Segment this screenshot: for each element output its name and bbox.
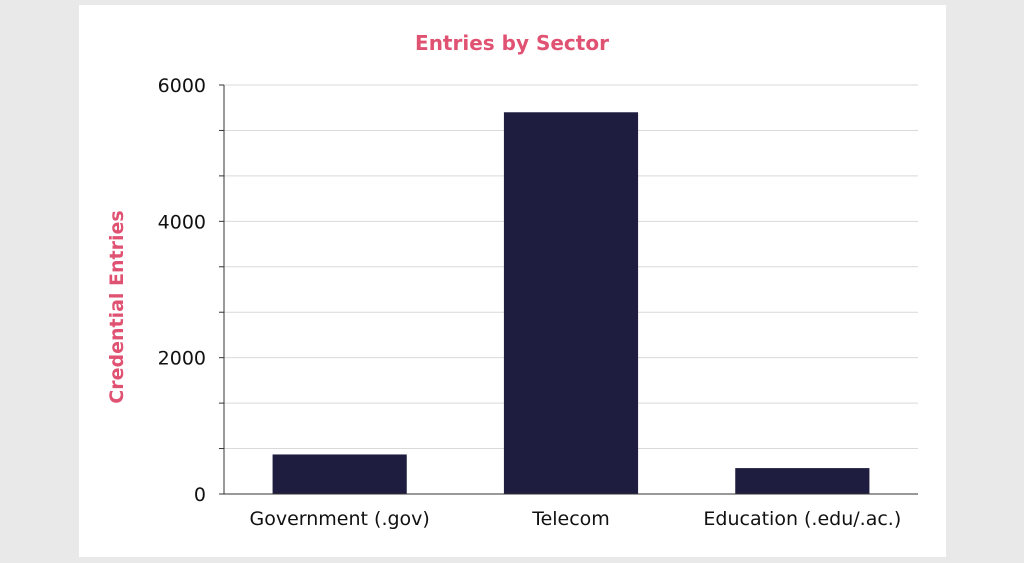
- chart-title: Entries by Sector: [415, 31, 609, 55]
- bar-telecom: [503, 112, 639, 495]
- bars: [272, 112, 870, 495]
- chart-card: Entries by Sector Credential Entries 0 20…: [79, 5, 946, 557]
- y-tick-label: 6000: [158, 75, 206, 97]
- bar-education-edu-ac: [735, 468, 870, 494]
- bar-chart: Entries by Sector Credential Entries 0 20…: [106, 31, 918, 530]
- y-tick-label: 0: [194, 484, 206, 506]
- axes: [219, 84, 918, 495]
- x-category-label: Government (.gov): [250, 508, 430, 530]
- bar-government-gov: [272, 454, 407, 494]
- x-category-label: Telecom: [531, 508, 610, 530]
- y-axis-label: Credential Entries: [106, 210, 128, 403]
- x-category-label: Education (.edu/.ac.): [703, 508, 901, 530]
- x-tick-labels: Government (.gov) Telecom Education (.edu/…: [250, 508, 902, 530]
- y-tick-labels: 0 2000 4000 6000: [158, 75, 206, 506]
- y-tick-label: 4000: [158, 211, 206, 233]
- y-tick-label: 2000: [158, 348, 206, 370]
